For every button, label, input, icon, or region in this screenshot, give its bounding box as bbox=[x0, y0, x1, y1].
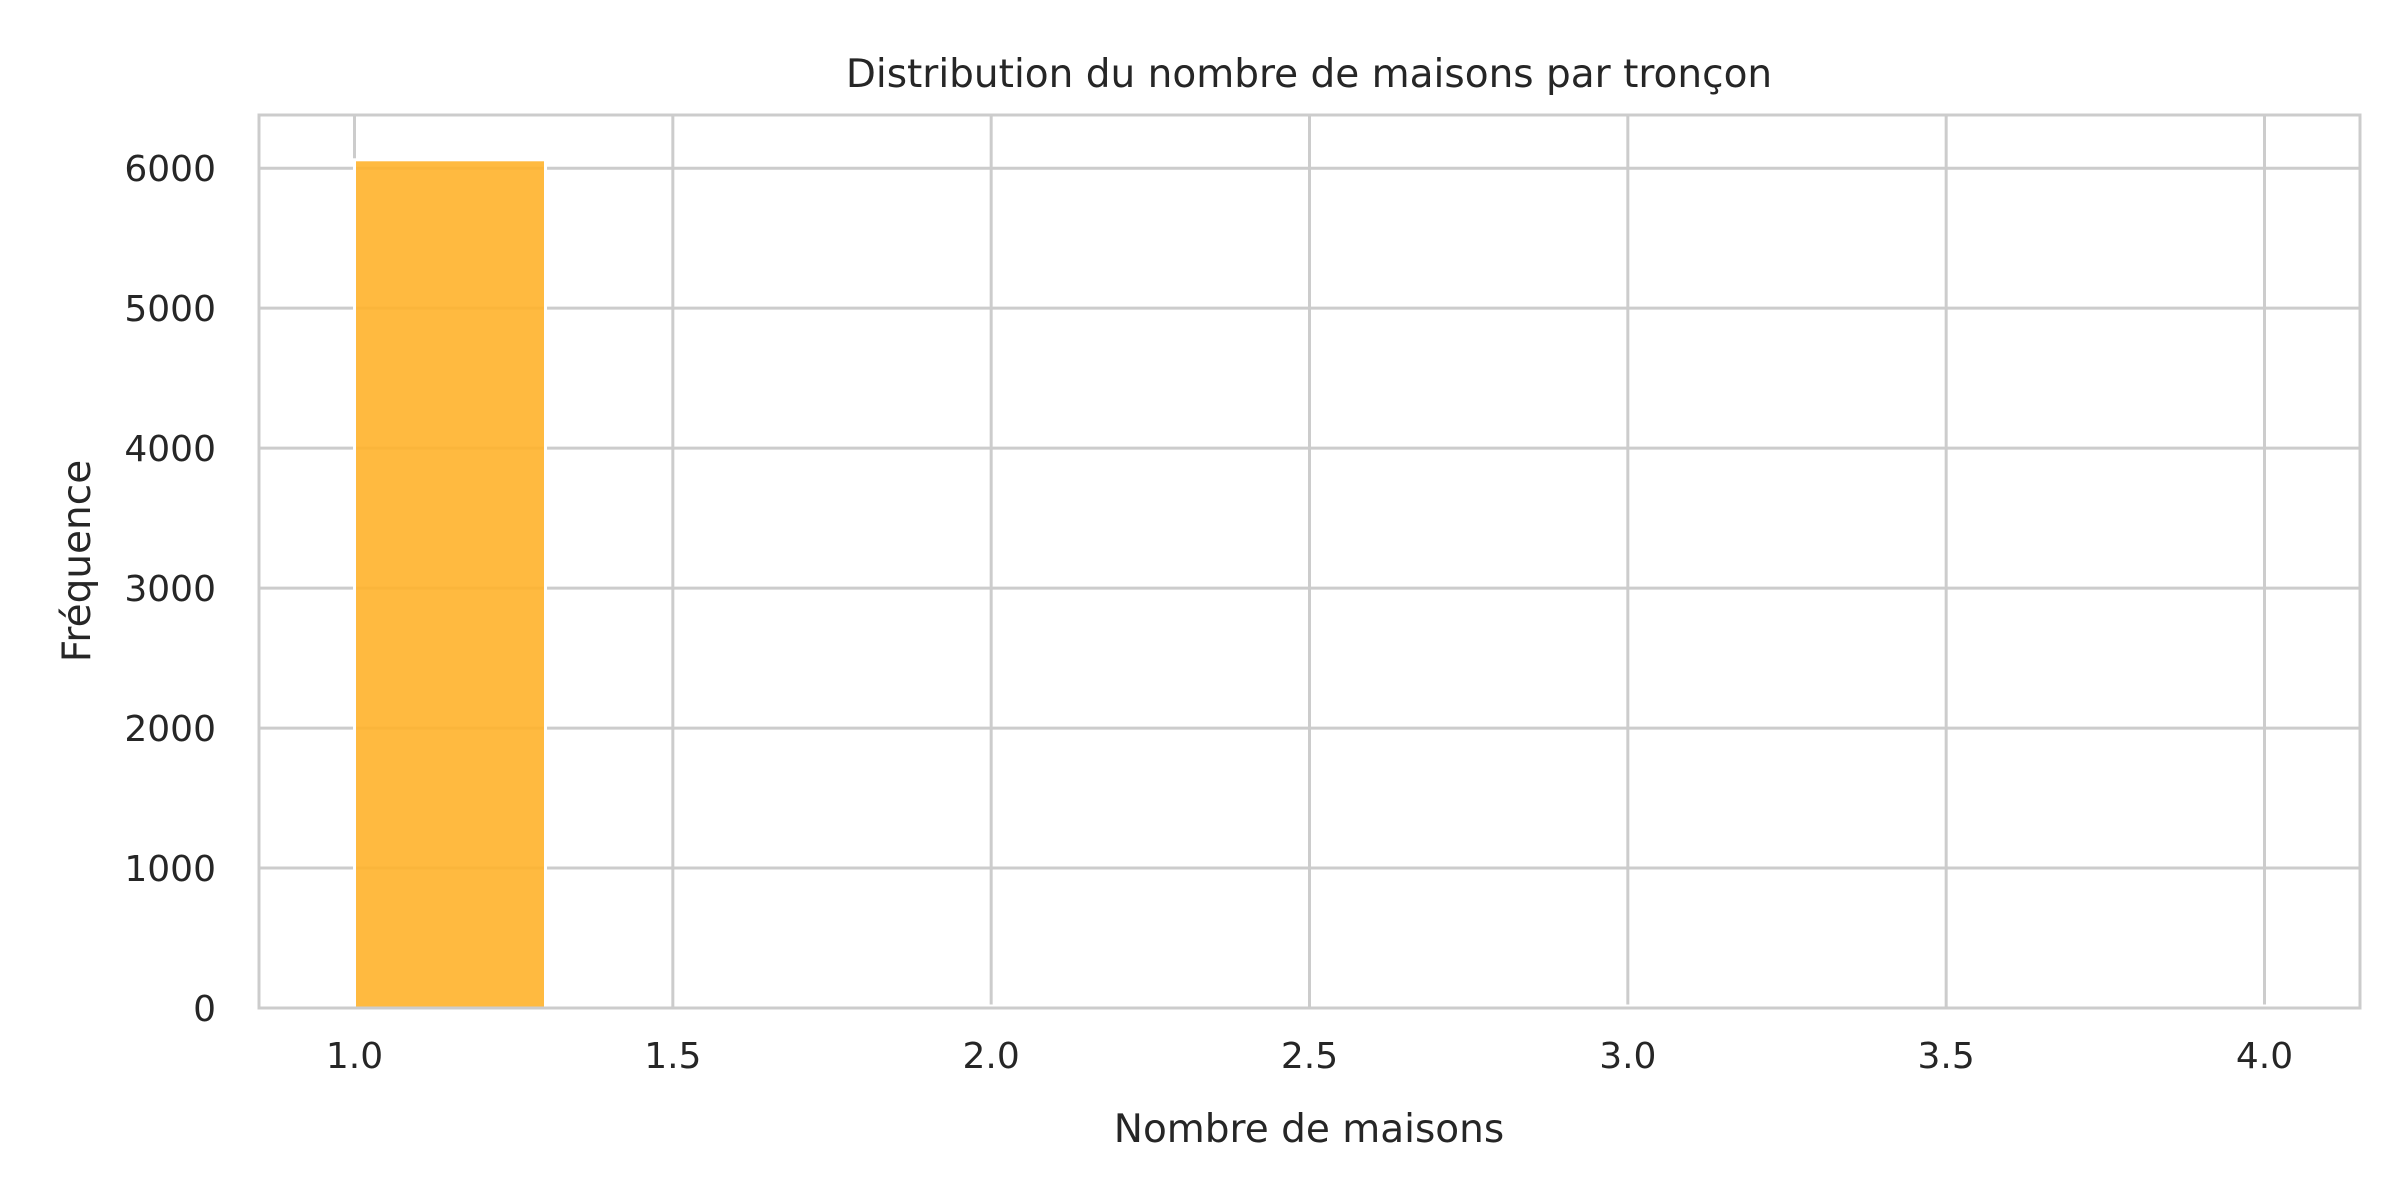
x-tick-label: 4.0 bbox=[2236, 1036, 2293, 1077]
x-tick-label: 1.5 bbox=[644, 1036, 701, 1077]
plot-frame bbox=[257, 113, 2362, 1010]
histogram-bar-0 bbox=[353, 158, 547, 1010]
x-tick-label: 2.0 bbox=[963, 1036, 1020, 1077]
y-tick-label: 6000 bbox=[124, 149, 216, 190]
y-axis-label: Fréquence bbox=[55, 460, 100, 662]
x-tick-label: 3.0 bbox=[1599, 1036, 1656, 1077]
y-tick-label: 3000 bbox=[124, 569, 216, 610]
x-axis-label: Nombre de maisons bbox=[1114, 1107, 1504, 1152]
chart-title: Distribution du nombre de maisons par tr… bbox=[846, 52, 1772, 97]
y-tick-label: 1000 bbox=[124, 849, 216, 890]
grid bbox=[259, 115, 2360, 1010]
x-axis-ticks: 1.0 1.5 2.0 2.5 3.0 3.5 4.0 bbox=[326, 1036, 2293, 1077]
y-tick-label: 2000 bbox=[124, 709, 216, 750]
y-tick-label: 4000 bbox=[124, 429, 216, 470]
y-tick-label: 0 bbox=[193, 989, 216, 1030]
x-tick-label: 1.0 bbox=[326, 1036, 383, 1077]
y-axis-ticks: 0 1000 2000 3000 4000 5000 6000 bbox=[124, 149, 216, 1030]
x-tick-label: 2.5 bbox=[1281, 1036, 1338, 1077]
y-tick-label: 5000 bbox=[124, 289, 216, 330]
x-tick-label: 3.5 bbox=[1918, 1036, 1975, 1077]
bars bbox=[353, 158, 2266, 1010]
